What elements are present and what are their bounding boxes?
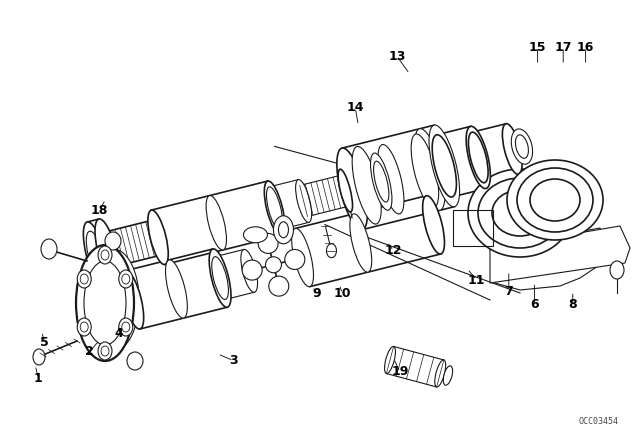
Text: 18: 18 [90, 204, 108, 217]
Ellipse shape [432, 135, 456, 197]
Text: 17: 17 [554, 40, 572, 54]
Ellipse shape [511, 129, 532, 164]
Text: 16: 16 [577, 40, 595, 54]
Ellipse shape [77, 318, 92, 336]
Text: 11: 11 [468, 273, 486, 287]
Ellipse shape [507, 160, 603, 240]
Text: 10: 10 [333, 287, 351, 300]
Ellipse shape [326, 244, 337, 258]
Ellipse shape [127, 352, 143, 370]
Polygon shape [490, 226, 630, 283]
Ellipse shape [206, 195, 227, 250]
Ellipse shape [77, 270, 92, 288]
Text: OCC03454: OCC03454 [579, 417, 618, 426]
Ellipse shape [422, 196, 444, 254]
Text: 7: 7 [504, 284, 513, 298]
Ellipse shape [166, 260, 188, 318]
Ellipse shape [530, 179, 580, 221]
Ellipse shape [502, 124, 522, 174]
Ellipse shape [350, 214, 372, 272]
Ellipse shape [266, 187, 282, 230]
Ellipse shape [84, 261, 126, 345]
Ellipse shape [242, 260, 262, 280]
Text: 5: 5 [40, 336, 49, 349]
Ellipse shape [105, 232, 121, 250]
Ellipse shape [371, 153, 392, 210]
Polygon shape [490, 228, 610, 290]
Ellipse shape [122, 274, 130, 284]
Ellipse shape [415, 129, 445, 211]
Ellipse shape [411, 134, 438, 207]
Text: 12: 12 [385, 244, 403, 258]
Ellipse shape [122, 271, 144, 329]
Ellipse shape [429, 125, 460, 207]
Ellipse shape [101, 250, 109, 260]
Ellipse shape [338, 169, 353, 212]
Ellipse shape [285, 250, 305, 269]
Ellipse shape [444, 366, 452, 385]
Ellipse shape [243, 227, 268, 243]
Ellipse shape [119, 270, 132, 288]
Ellipse shape [337, 148, 367, 230]
Text: 4: 4 [114, 327, 123, 340]
Ellipse shape [41, 239, 57, 259]
Ellipse shape [273, 216, 294, 244]
Ellipse shape [209, 249, 231, 307]
Ellipse shape [86, 231, 104, 275]
Ellipse shape [269, 276, 289, 296]
Ellipse shape [87, 249, 139, 351]
Ellipse shape [468, 169, 572, 257]
Ellipse shape [492, 190, 548, 236]
Ellipse shape [119, 318, 132, 336]
Ellipse shape [466, 126, 490, 189]
Ellipse shape [264, 181, 285, 236]
Text: 9: 9 [312, 287, 321, 300]
Text: 13: 13 [388, 49, 406, 63]
Ellipse shape [352, 146, 381, 224]
Ellipse shape [378, 145, 404, 214]
Ellipse shape [266, 257, 282, 273]
Ellipse shape [292, 228, 314, 287]
Ellipse shape [98, 246, 112, 264]
Ellipse shape [241, 250, 257, 292]
Ellipse shape [98, 342, 112, 360]
Ellipse shape [83, 222, 107, 284]
Ellipse shape [374, 161, 389, 202]
Ellipse shape [296, 180, 312, 222]
Ellipse shape [80, 322, 88, 332]
Ellipse shape [101, 346, 109, 356]
Ellipse shape [212, 257, 228, 300]
Text: 6: 6 [530, 298, 539, 311]
Ellipse shape [435, 360, 445, 387]
Ellipse shape [80, 274, 88, 284]
Ellipse shape [515, 135, 529, 158]
Ellipse shape [278, 222, 289, 238]
Text: 19: 19 [391, 365, 409, 379]
Ellipse shape [517, 168, 593, 232]
Ellipse shape [148, 210, 168, 264]
Ellipse shape [122, 322, 130, 332]
Text: 3: 3 [229, 354, 238, 367]
Ellipse shape [76, 245, 134, 361]
Ellipse shape [478, 178, 562, 248]
Text: 8: 8 [568, 298, 577, 311]
Ellipse shape [33, 349, 45, 365]
Text: 14: 14 [346, 101, 364, 114]
Ellipse shape [385, 346, 396, 374]
Text: 2: 2 [85, 345, 94, 358]
Ellipse shape [610, 261, 624, 279]
Text: 1: 1 [34, 372, 43, 385]
Ellipse shape [95, 219, 118, 281]
Ellipse shape [258, 233, 278, 254]
Bar [453, 210, 493, 246]
Ellipse shape [468, 132, 488, 183]
Text: 15: 15 [529, 40, 547, 54]
